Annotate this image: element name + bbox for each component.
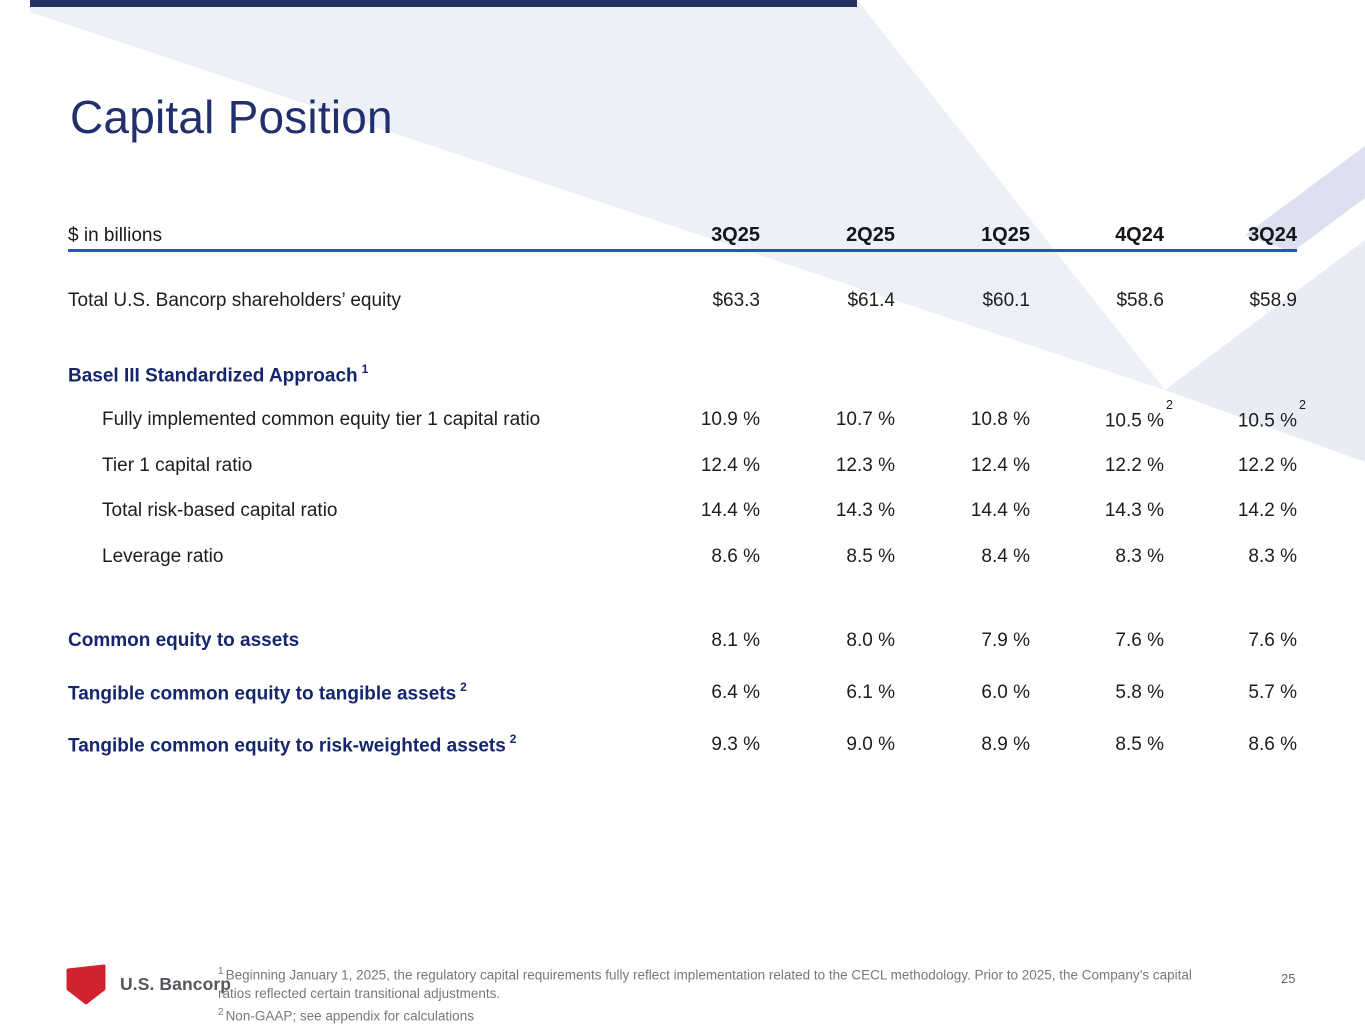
cell-value: 8.6 % <box>711 546 760 567</box>
cell-value: 14.4 % <box>970 500 1030 521</box>
cell-value: 10.5 %2 <box>1104 397 1173 432</box>
page-number: 25 <box>1281 971 1296 986</box>
column-header-1q25: 1Q25 <box>981 224 1030 246</box>
section-header-label: Basel III Standardized Approach 1 <box>68 361 369 387</box>
footnote-2: 2 Non-GAAP; see appendix for calculations <box>218 1006 474 1024</box>
table-row: Tier 1 capital ratio 12.4 % 12.3 % 12.4 … <box>68 451 1297 481</box>
unit-label: $ in billions <box>68 224 162 246</box>
cell-value: $61.4 <box>847 290 895 311</box>
cell-value: 8.0 % <box>846 630 895 651</box>
table-row: Common equity to assets 8.1 % 8.0 % 7.9 … <box>68 626 1297 656</box>
cell-value: 8.1 % <box>711 630 760 651</box>
cell-value: 6.4 % <box>711 682 760 703</box>
cell-value: 8.9 % <box>981 734 1030 755</box>
cell-value: 12.4 % <box>970 455 1030 476</box>
footnote-1: 1 Beginning January 1, 2025, the regulato… <box>218 966 1192 1001</box>
row-label: Total U.S. Bancorp shareholders’ equity <box>68 290 402 311</box>
table-row: Leverage ratio 8.6 % 8.5 % 8.4 % 8.3 % 8… <box>68 542 1297 572</box>
table-header-row: $ in billions 3Q25 2Q25 1Q25 4Q24 3Q24 <box>68 224 1297 252</box>
cell-value: 8.4 % <box>981 546 1030 567</box>
page-title: Capital Position <box>70 91 393 143</box>
column-header-3q24: 3Q24 <box>1248 224 1297 246</box>
table-row: Tangible common equity to tangible asset… <box>68 678 1297 708</box>
cell-value: 8.3 % <box>1248 546 1297 567</box>
footnote-marker: 2 <box>460 679 467 694</box>
cell-value: 10.8 % <box>970 409 1030 430</box>
cell-value: 14.2 % <box>1237 500 1297 521</box>
cell-value: 8.5 % <box>1115 734 1164 755</box>
company-logo-text: U.S. Bancorp <box>120 973 232 994</box>
footnote-marker: 2 <box>509 731 517 746</box>
cell-value: 5.8 % <box>1115 682 1164 703</box>
cell-value: 8.5 % <box>846 546 895 567</box>
cell-value: 9.0 % <box>846 734 895 755</box>
cell-value: 5.7 % <box>1248 682 1297 703</box>
cell-value: 7.9 % <box>981 630 1030 651</box>
footnotes: 1 Beginning January 1, 2025, the regulato… <box>218 963 1218 1026</box>
cell-value: 12.4 % <box>700 455 760 476</box>
cell-value: $58.6 <box>1116 290 1164 311</box>
cell-value: 6.1 % <box>846 682 895 703</box>
cell-value: 7.6 % <box>1115 630 1164 651</box>
cell-value: 12.2 % <box>1237 455 1297 476</box>
row-label: Total risk-based capital ratio <box>102 500 338 521</box>
usbancorp-shield-icon <box>66 964 106 1005</box>
row-label: Fully implemented common equity tier 1 c… <box>102 409 541 430</box>
capital-position-table: $ in billions 3Q25 2Q25 1Q25 4Q24 3Q24 T… <box>68 224 1306 760</box>
cell-value: 14.3 % <box>1104 500 1164 521</box>
cell-value: $58.9 <box>1249 290 1297 311</box>
cell-value: 8.6 % <box>1248 734 1297 755</box>
column-header-2q25: 2Q25 <box>846 224 895 246</box>
cell-value: $60.1 <box>982 290 1030 311</box>
table-row: Fully implemented common equity tier 1 c… <box>68 397 1306 435</box>
cell-value: $63.3 <box>712 290 760 311</box>
column-header-3q25: 3Q25 <box>711 224 760 246</box>
cell-value: 6.0 % <box>981 682 1030 703</box>
row-label: Tangible common equity to risk-weighted … <box>68 731 517 757</box>
section-header-row: Basel III Standardized Approach 1 <box>68 360 1297 390</box>
cell-value: 7.6 % <box>1248 630 1297 651</box>
column-header-4q24: 4Q24 <box>1115 224 1164 246</box>
row-label: Tier 1 capital ratio <box>102 455 253 476</box>
footnote-marker: 1 <box>361 361 369 376</box>
table-row: Tangible common equity to risk-weighted … <box>68 730 1297 760</box>
table-row: Total risk-based capital ratio 14.4 % 14… <box>68 496 1297 526</box>
cell-value: 10.7 % <box>835 409 895 430</box>
row-label: Common equity to assets <box>68 630 300 651</box>
cell-value: 12.2 % <box>1104 455 1164 476</box>
table-row: Total U.S. Bancorp shareholders’ equity … <box>68 286 1297 316</box>
cell-value: 14.4 % <box>700 500 760 521</box>
cell-value: 10.9 % <box>700 409 760 430</box>
cell-value: 12.3 % <box>835 455 895 476</box>
cell-value: 14.3 % <box>835 500 895 521</box>
cell-value: 10.5 %2 <box>1237 397 1306 432</box>
row-label: Leverage ratio <box>102 546 224 567</box>
company-logo: U.S. Bancorp <box>66 963 231 1005</box>
cell-value: 8.3 % <box>1115 546 1164 567</box>
cell-value: 9.3 % <box>711 734 760 755</box>
row-label: Tangible common equity to tangible asset… <box>68 679 467 705</box>
